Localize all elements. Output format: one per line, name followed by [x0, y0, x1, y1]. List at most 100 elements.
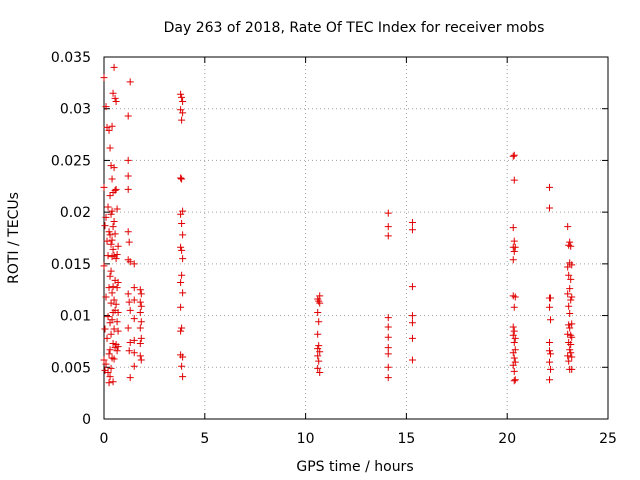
data-point [109, 89, 117, 97]
data-point [510, 367, 518, 375]
data-point [547, 350, 555, 358]
data-point [100, 74, 108, 82]
data-point [110, 325, 118, 333]
data-point [509, 224, 517, 232]
data-point [108, 289, 116, 297]
data-point [126, 306, 134, 314]
data-point [126, 258, 134, 266]
data-point [511, 376, 519, 384]
data-point [510, 377, 518, 385]
data-point [546, 347, 554, 355]
x-axis-label: GPS time / hours [296, 459, 413, 475]
data-point [568, 293, 576, 301]
data-point [547, 316, 555, 324]
data-point [108, 175, 116, 183]
data-point [179, 255, 187, 263]
data-point [107, 267, 115, 275]
data-point [408, 226, 416, 234]
data-point [565, 302, 573, 310]
data-point [100, 183, 108, 191]
data-point [509, 323, 517, 331]
data-point [509, 152, 517, 160]
data-point [178, 246, 186, 254]
data-point [126, 78, 134, 86]
data-point [179, 231, 187, 239]
data-point [546, 204, 554, 212]
data-point [179, 353, 187, 361]
data-point [316, 348, 324, 356]
data-point [510, 303, 518, 311]
x-tick-label: 0 [100, 431, 109, 447]
data-point [566, 310, 574, 318]
data-point [568, 365, 576, 373]
data-point [565, 357, 573, 365]
data-point [179, 109, 187, 117]
data-point [110, 355, 118, 363]
data-point [179, 289, 187, 297]
data-point [384, 363, 392, 371]
data-point [110, 296, 118, 304]
data-point [103, 334, 111, 342]
data-point [124, 156, 132, 164]
data-point [510, 237, 518, 245]
data-point [137, 318, 145, 326]
data-point [107, 364, 115, 372]
y-tick-label: 0.02 [60, 205, 91, 221]
y-axis-label: ROTI / TECUs [6, 192, 22, 284]
data-point [137, 302, 145, 310]
data-point [510, 354, 518, 362]
data-point [177, 174, 185, 182]
data-point [510, 327, 518, 335]
data-point [102, 103, 110, 111]
data-point [178, 271, 186, 279]
data-point [137, 356, 145, 364]
data-point [105, 379, 113, 387]
data-point [384, 350, 392, 358]
data-point [316, 368, 324, 376]
data-point [102, 293, 110, 301]
data-point [511, 334, 519, 342]
data-point [101, 222, 109, 230]
data-point [568, 320, 576, 328]
data-point [106, 192, 114, 200]
x-tick-label: 10 [297, 431, 315, 447]
data-point [107, 330, 115, 338]
data-point [100, 262, 108, 270]
data-point [567, 349, 575, 357]
data-point [509, 256, 517, 264]
data-point [130, 362, 138, 370]
data-point [384, 323, 392, 331]
data-point [106, 346, 114, 354]
data-point [114, 242, 122, 250]
x-tick-label: 5 [200, 431, 209, 447]
data-point [130, 296, 138, 304]
data-point [105, 350, 113, 358]
data-point [546, 376, 554, 384]
data-point [315, 342, 323, 350]
data-point [510, 247, 518, 255]
data-point [111, 230, 119, 238]
plot-frame [103, 56, 609, 420]
data-point [315, 318, 323, 326]
data-point [546, 303, 554, 311]
data-point [124, 228, 132, 236]
data-point [113, 251, 121, 259]
data-point [107, 240, 115, 248]
data-point [384, 314, 392, 322]
data-point [177, 243, 185, 251]
data-point [408, 319, 416, 327]
data-point [130, 336, 138, 344]
data-point [114, 327, 122, 335]
data-point [124, 185, 132, 193]
data-point [125, 238, 133, 246]
data-point [124, 112, 132, 120]
data-point [314, 352, 322, 360]
data-point [314, 308, 322, 316]
data-point [179, 97, 187, 105]
data-point [104, 313, 112, 321]
data-point [565, 321, 573, 329]
data-point [136, 286, 144, 294]
data-point [125, 347, 133, 355]
x-tick-label: 25 [599, 431, 617, 447]
data-point [314, 364, 322, 372]
